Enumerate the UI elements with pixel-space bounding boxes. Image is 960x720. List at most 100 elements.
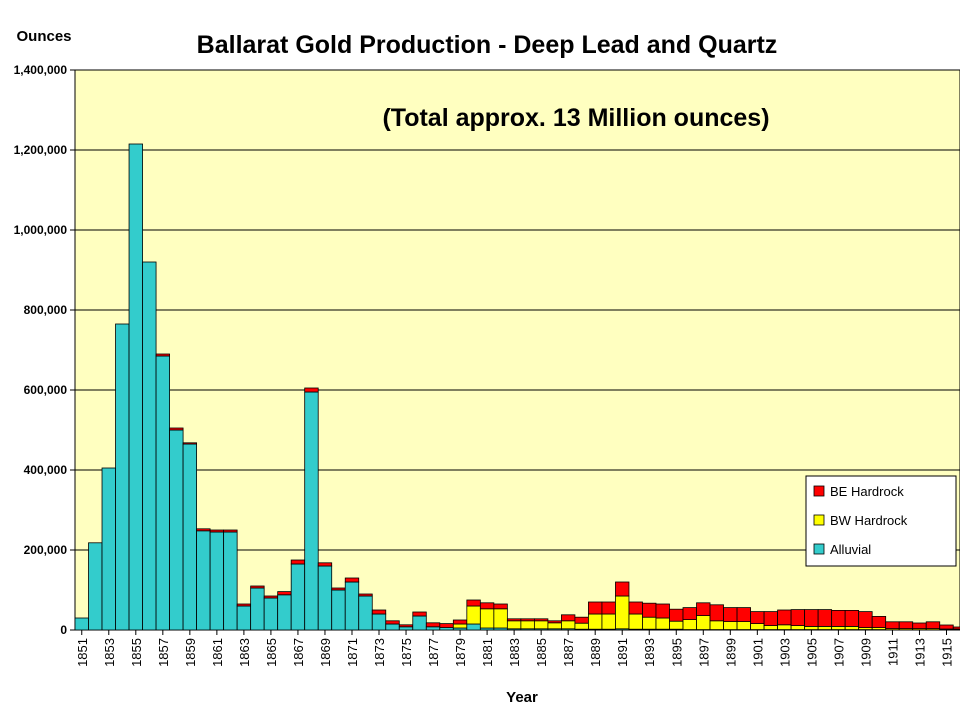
bar-alluvial-1875 [398, 626, 414, 631]
bar-alluvial-1870 [331, 589, 346, 631]
bar-be-hardrock-1892 [628, 601, 643, 615]
bar-be-hardrock-1898 [709, 604, 724, 622]
bar-bw-hardrock-1882 [493, 608, 508, 629]
bar-be-hardrock-1881 [479, 602, 495, 610]
legend-label-bw-hardrock: BW Hardrock [830, 513, 908, 528]
x-tick-label: 1893 [642, 638, 657, 667]
bar-be-hardrock-1861 [209, 529, 225, 533]
bar-be-hardrock-1894 [655, 603, 670, 619]
bar-bw-hardrock-1880 [466, 605, 481, 625]
bar-bw-hardrock-1904 [790, 625, 806, 630]
y-tick-label: 800,000 [24, 303, 68, 317]
x-tick-label: 1915 [939, 638, 954, 667]
bar-be-hardrock-1876 [412, 611, 427, 617]
x-tick-label: 1897 [696, 638, 711, 667]
bar-bw-hardrock-1886 [547, 622, 562, 630]
bar-alluvial-1872 [358, 595, 373, 631]
bar-be-hardrock-1860 [196, 528, 211, 532]
bar-be-hardrock-1880 [466, 599, 481, 607]
bar-bw-hardrock-1894 [655, 617, 670, 630]
bar-alluvial-1862 [223, 531, 238, 631]
bar-bw-hardrock-1892 [628, 613, 643, 630]
x-tick-label: 1865 [264, 638, 279, 667]
bar-alluvial-1867 [290, 563, 306, 631]
x-tick-label: 1909 [858, 638, 873, 667]
bar-be-hardrock-1895 [669, 608, 684, 622]
x-tick-label: 1883 [507, 638, 522, 667]
bar-bw-hardrock-1905 [804, 626, 819, 631]
bar-bw-hardrock-1897 [696, 615, 711, 630]
bar-be-hardrock-1908 [844, 610, 860, 627]
x-tick-label: 1867 [291, 638, 306, 667]
bar-bw-hardrock-1899 [723, 621, 738, 630]
bar-bw-hardrock-1908 [844, 626, 860, 631]
bar-bw-hardrock-1903 [777, 624, 792, 630]
bar-be-hardrock-1913 [912, 622, 927, 629]
bar-bw-hardrock-1884 [520, 620, 535, 630]
bar-alluvial-1852 [88, 542, 103, 631]
x-tick-label: 1877 [426, 638, 441, 667]
bar-be-hardrock-1891 [615, 581, 630, 597]
bar-be-hardrock-1902 [763, 611, 778, 626]
legend-swatch-be-hardrock [813, 485, 825, 497]
legend-box [805, 475, 957, 567]
y-tick-label: 200,000 [24, 543, 68, 557]
legend: BE Hardrock BW Hardrock Alluvial [805, 475, 957, 567]
bar-be-hardrock-1889 [588, 601, 603, 615]
bar-be-hardrock-1896 [682, 607, 697, 620]
bar-bw-hardrock-1881 [479, 608, 495, 629]
bar-be-hardrock-1871 [344, 577, 360, 583]
bar-be-hardrock-1883 [506, 618, 522, 622]
bar-alluvial-1866 [277, 594, 292, 631]
legend-label-alluvial: Alluvial [830, 542, 871, 557]
bar-bw-hardrock-1890 [601, 613, 616, 630]
bar-be-hardrock-1888 [574, 616, 589, 624]
legend-swatch-bw-hardrock [813, 514, 825, 526]
bar-be-hardrock-1878 [439, 623, 454, 628]
bar-be-hardrock-1899 [723, 607, 738, 622]
bar-be-hardrock-1915 [939, 624, 954, 630]
bar-be-hardrock-1862 [223, 529, 238, 533]
x-tick-label: 1861 [210, 638, 225, 667]
x-tick-label: 1855 [129, 638, 144, 667]
x-tick-label: 1879 [453, 638, 468, 667]
x-tick-label: 1889 [588, 638, 603, 667]
x-tick-label: 1911 [885, 638, 900, 666]
x-tick-label: 1853 [102, 638, 117, 667]
x-tick-label: 1895 [669, 638, 684, 667]
bar-bw-hardrock-1893 [642, 616, 657, 630]
y-tick-label: 1,200,000 [14, 143, 68, 157]
x-tick-label: 1851 [75, 638, 90, 667]
x-axis-label: Year [506, 689, 538, 706]
bar-alluvial-1880 [466, 623, 481, 631]
x-tick-label: 1873 [372, 638, 387, 667]
bar-be-hardrock-1901 [750, 611, 765, 624]
bar-alluvial-1856 [142, 261, 157, 631]
bar-be-hardrock-1874 [385, 620, 400, 625]
bar-be-hardrock-1916 [952, 626, 960, 630]
bar-alluvial-1874 [385, 623, 400, 631]
bar-bw-hardrock-1891 [615, 595, 630, 630]
y-tick-label: 1,400,000 [14, 63, 68, 77]
bar-be-hardrock-1863 [236, 603, 252, 607]
legend-swatch-alluvial [813, 543, 825, 555]
bar-be-hardrock-1887 [561, 614, 576, 622]
bar-be-hardrock-1914 [925, 621, 941, 629]
bar-be-hardrock-1879 [452, 619, 468, 625]
bar-alluvial-1865 [263, 597, 279, 631]
bar-bw-hardrock-1901 [750, 623, 765, 630]
x-tick-label: 1901 [750, 638, 765, 667]
y-tick-label: 600,000 [24, 383, 68, 397]
x-tick-label: 1907 [831, 638, 846, 667]
bar-alluvial-1861 [209, 531, 225, 631]
bar-be-hardrock-1872 [358, 593, 373, 597]
bar-bw-hardrock-1879 [452, 623, 468, 629]
bars [74, 143, 960, 631]
bar-alluvial-1860 [196, 530, 211, 631]
y-tick-label: 400,000 [24, 463, 68, 477]
bar-be-hardrock-1867 [290, 559, 306, 565]
bar-be-hardrock-1877 [425, 622, 441, 628]
bar-bw-hardrock-1887 [561, 620, 576, 630]
bar-be-hardrock-1859 [182, 442, 198, 445]
x-tick-label: 1863 [237, 638, 252, 667]
